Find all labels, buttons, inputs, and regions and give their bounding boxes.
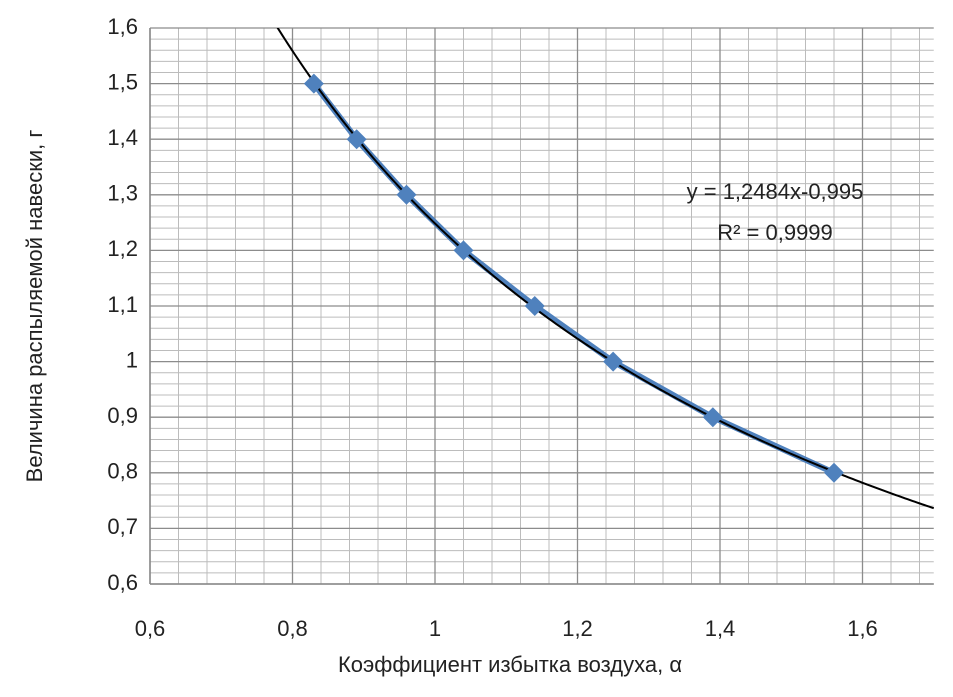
- y-tick-label: 0,6: [107, 570, 138, 595]
- series-line: [311, 81, 836, 476]
- data-point: [303, 73, 324, 94]
- data-point: [702, 407, 723, 428]
- x-tick-label: 1: [429, 616, 441, 641]
- x-tick-label: 1,2: [562, 616, 593, 641]
- x-tick-label: 0,6: [135, 616, 166, 641]
- data-point: [396, 184, 417, 205]
- y-tick-label: 1,4: [107, 125, 138, 150]
- y-tick-label: 1: [126, 347, 138, 372]
- y-tick-label: 1,5: [107, 69, 138, 94]
- x-tick-label: 1,4: [705, 616, 736, 641]
- data-point: [824, 462, 844, 483]
- y-axis-title: Величина распыляемой навески, г: [22, 130, 47, 483]
- trend-r2: R² = 0,9999: [717, 220, 833, 245]
- data-point: [524, 296, 545, 316]
- grid: [149, 27, 934, 585]
- y-tick-label: 1,1: [107, 292, 138, 317]
- x-axis-title: Коэффициент избытка воздуха, α: [338, 652, 682, 677]
- y-tick-label: 1,6: [107, 14, 138, 39]
- data-point: [603, 351, 624, 372]
- y-tick-label: 1,2: [107, 236, 138, 261]
- trendline: [276, 28, 935, 510]
- trend-equation: y = 1,2484x-0,995: [687, 179, 864, 204]
- y-tick-label: 0,7: [107, 514, 138, 539]
- y-tick-label: 0,9: [107, 403, 138, 428]
- data-point: [453, 240, 474, 261]
- y-tick-label: 0,8: [107, 459, 138, 484]
- marks: [276, 28, 935, 510]
- y-tick-label: 1,3: [107, 181, 138, 206]
- x-tick-label: 0,8: [277, 616, 308, 641]
- x-tick-label: 1,6: [847, 616, 878, 641]
- data-point: [346, 129, 367, 150]
